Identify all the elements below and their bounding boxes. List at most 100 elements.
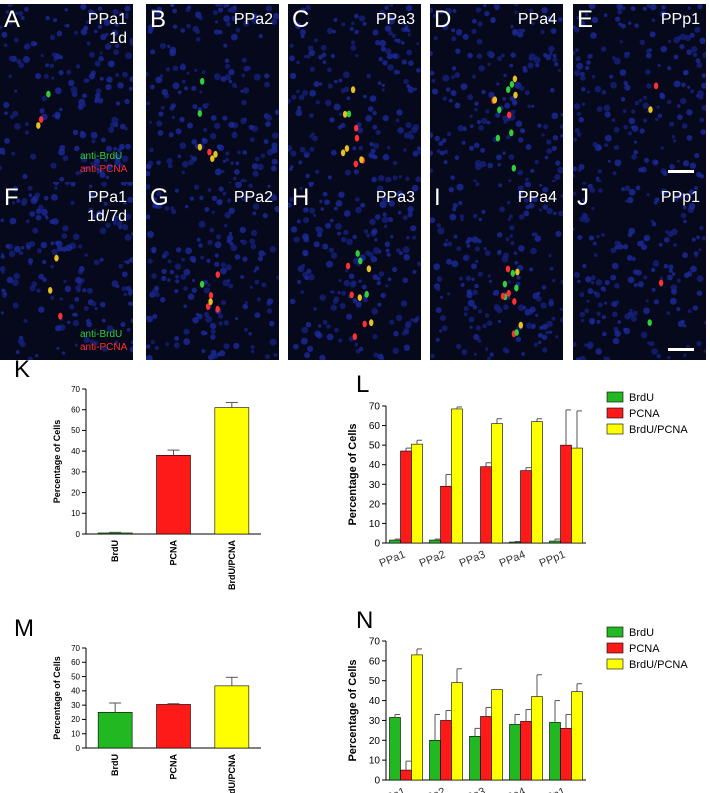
legend-swatch [606, 626, 624, 638]
bar-brdu [509, 541, 521, 544]
legend-swatch [606, 642, 624, 654]
bar-brdu [549, 540, 561, 544]
chart-letter: N [356, 607, 373, 634]
panel-letter: G [150, 184, 169, 211]
y-tick-label: 50 [369, 441, 381, 452]
y-tick-label: 30 [369, 480, 381, 491]
bar-brdu-pcna [531, 421, 543, 544]
y-tick-label: 60 [369, 656, 381, 667]
bar-pcna [440, 720, 452, 781]
bar-brdu [429, 539, 441, 544]
y-tick-label: 50 [369, 676, 381, 687]
stain-legend: anti-BrdU anti-PCNA [80, 329, 128, 353]
x-tick-label: PPa4 [498, 786, 527, 793]
micrograph-panel-i: I PPa4 [430, 182, 563, 360]
x-tick-label: PCNA [169, 754, 179, 780]
y-tick-label: 20 [71, 715, 80, 724]
legend-swatch [606, 407, 624, 419]
chart-letter: M [14, 615, 34, 642]
x-tick-label: PPa3 [458, 786, 487, 793]
y-tick-label: 20 [369, 736, 381, 747]
tissue-texture [573, 4, 706, 182]
bar-brdu [97, 711, 133, 749]
bar-brdu-pcna [214, 407, 250, 535]
bar-brdu-pcna [571, 447, 583, 544]
y-tick-label: 70 [71, 644, 80, 653]
y-tick-label: 40 [369, 460, 381, 471]
micrograph-panel-a: A PPa1 1d anti-BrdU anti-PCNA [0, 4, 133, 182]
micrograph-panel-h: H PPa3 [288, 182, 421, 360]
stain-legend: anti-BrdU anti-PCNA [80, 151, 128, 175]
legend-label: BrdU [629, 392, 654, 404]
bar-brdu [509, 724, 521, 781]
tissue-texture [0, 182, 133, 360]
x-tick-label: PPp1 [538, 549, 567, 570]
bar-pcna [560, 444, 572, 544]
y-tick-label: 0 [76, 530, 81, 539]
micrograph-panel-d: D PPa4 [430, 4, 563, 182]
x-tick-label: PCNA [169, 540, 179, 566]
x-tick-label: PPa1 [378, 786, 407, 793]
y-tick-label: 50 [71, 672, 80, 681]
panel-letter: I [434, 184, 441, 211]
tissue-texture [146, 4, 279, 182]
bar-pcna [156, 704, 191, 749]
micrograph-panel-c: C PPa3 [288, 4, 421, 182]
legend-swatch [606, 391, 624, 403]
x-tick-label: PPa3 [458, 549, 487, 570]
tissue-texture [288, 4, 421, 182]
legend-swatch [606, 658, 624, 670]
y-tick-label: 40 [369, 696, 381, 707]
bar-pcna [520, 721, 532, 781]
y-axis-label: Percentage of Cells [347, 423, 359, 525]
bar-brdu [97, 532, 133, 535]
region-label: PPa1 1d [87, 11, 127, 47]
bar-brdu [389, 539, 401, 544]
y-tick-label: 60 [71, 658, 80, 667]
bar-brdu [429, 739, 441, 781]
y-tick-label: 0 [76, 744, 81, 753]
legend-label: BrdU/PCNA [629, 424, 688, 436]
y-axis-label: Percentage of Cells [52, 656, 62, 740]
panel-letter: D [434, 6, 452, 33]
legend-label: BrdU/PCNA [629, 659, 688, 671]
region-label: PPp1 [660, 189, 700, 206]
bar-pcna [400, 450, 412, 544]
y-tick-label: 40 [71, 447, 80, 456]
y-tick-label: 20 [71, 488, 80, 497]
bar-pcna [520, 470, 532, 544]
y-tick-label: 40 [71, 687, 80, 696]
x-tick-label: BrdU/PCNA [227, 540, 237, 591]
bar-brdu-pcna [451, 682, 463, 781]
micrograph-panel-g: G PPa2 [146, 182, 279, 360]
tissue-texture [0, 4, 133, 182]
y-tick-label: 70 [369, 637, 381, 648]
legend-label: BrdU [629, 627, 654, 639]
micrograph-panel-j: J PPp1 [573, 182, 706, 360]
tissue-texture [430, 4, 563, 182]
legend-label: PCNA [629, 643, 660, 655]
bar-pcna [400, 769, 412, 781]
panel-letter: J [577, 184, 589, 211]
bar-pcna [480, 466, 492, 544]
scale-bar [668, 348, 694, 351]
y-tick-label: 70 [369, 402, 381, 413]
region-label: PPa3 [375, 189, 415, 206]
region-label: PPa2 [233, 189, 273, 206]
chart-letter: L [356, 371, 369, 398]
x-tick-label: PPa2 [418, 786, 447, 793]
region-label: PPa4 [517, 11, 557, 28]
micrograph-panel-b: B PPa2 [146, 4, 279, 182]
y-axis-label: Percentage of Cells [347, 659, 359, 761]
scale-bar [668, 170, 694, 173]
y-tick-label: 10 [369, 756, 381, 767]
y-tick-label: 60 [71, 406, 80, 415]
bar-brdu [389, 717, 401, 781]
micrograph-panel-f: F PPa1 1d/7d anti-BrdU anti-PCNA [0, 182, 133, 360]
bar-pcna [440, 485, 452, 544]
bar-brdu-pcna [571, 691, 583, 781]
region-label: PPa4 [517, 189, 557, 206]
bar-brdu-pcna [411, 654, 423, 781]
panel-letter: B [150, 6, 167, 33]
chart-letter: K [14, 356, 30, 383]
